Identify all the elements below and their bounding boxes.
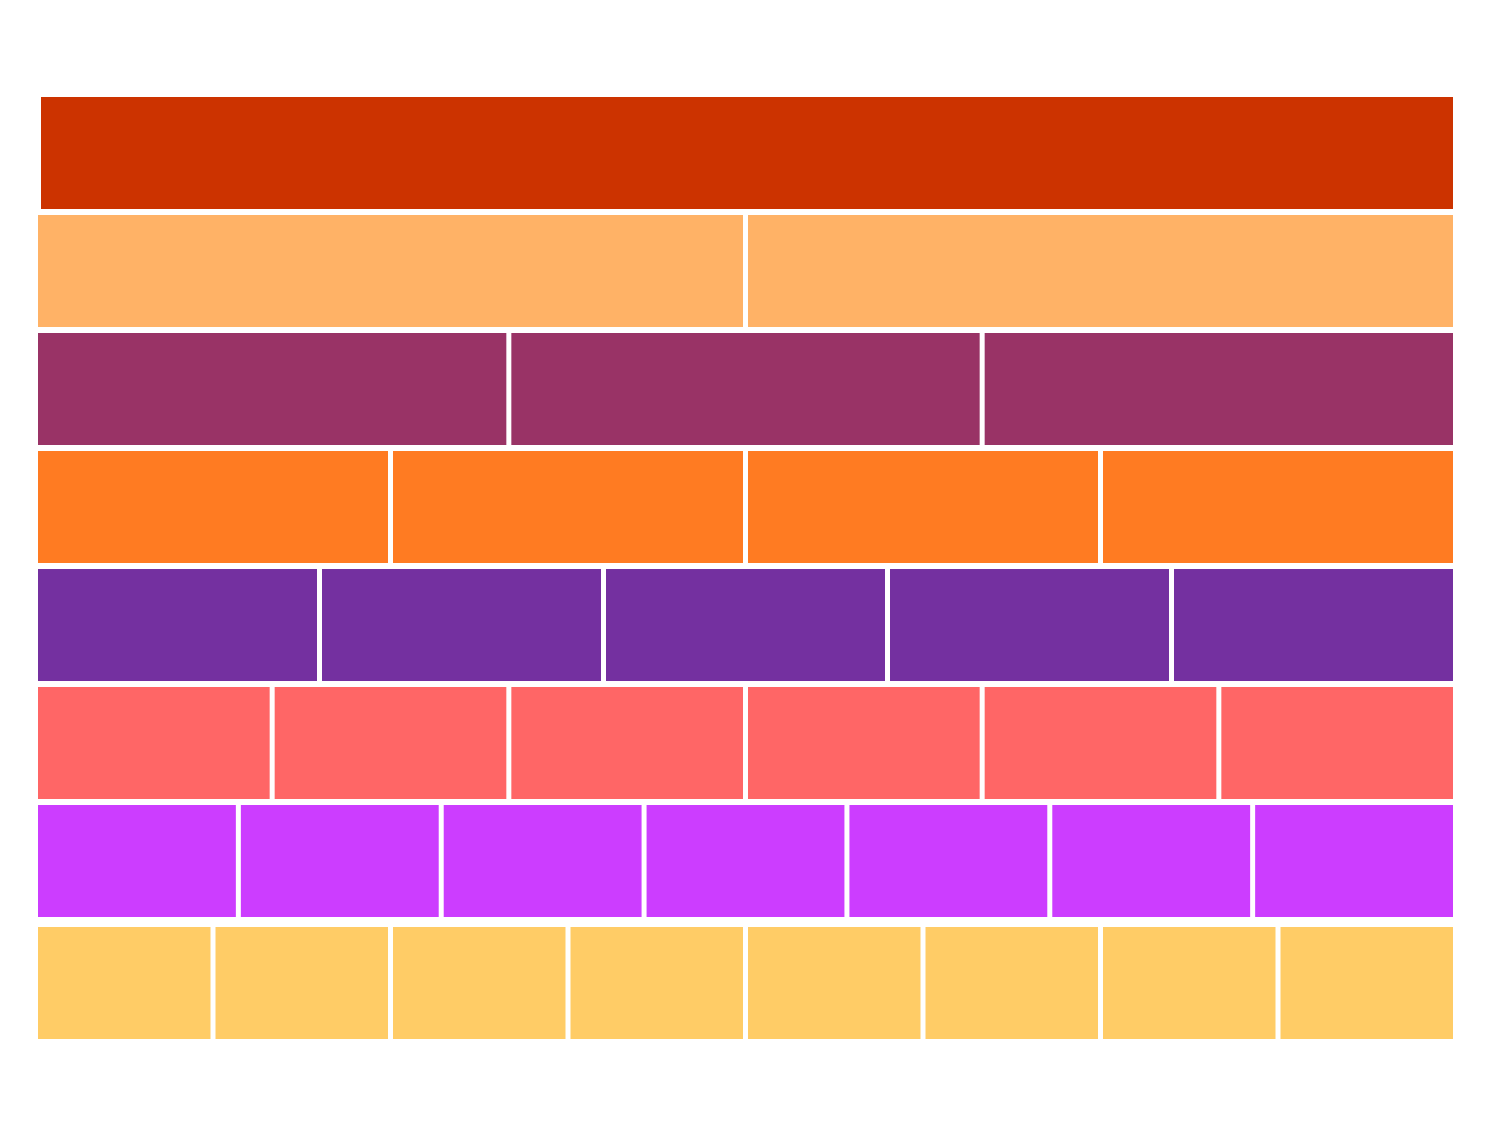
fraction-block bbox=[748, 927, 921, 1039]
fraction-block bbox=[38, 451, 388, 563]
fraction-block bbox=[1103, 451, 1453, 563]
fraction-block bbox=[748, 687, 980, 799]
fraction-block bbox=[890, 569, 1169, 681]
fraction-block bbox=[748, 451, 1098, 563]
fraction-block bbox=[511, 333, 980, 445]
fraction-block bbox=[984, 333, 1453, 445]
fraction-block bbox=[849, 805, 1048, 917]
fraction-block bbox=[38, 333, 507, 445]
fraction-block bbox=[393, 927, 566, 1039]
fraction-block bbox=[984, 687, 1217, 799]
fraction-block bbox=[322, 569, 601, 681]
fraction-block bbox=[1255, 805, 1453, 917]
fraction-block bbox=[748, 215, 1453, 327]
fraction-block bbox=[1221, 687, 1453, 799]
fraction-block bbox=[1052, 805, 1251, 917]
fraction-block bbox=[511, 687, 743, 799]
fraction-block bbox=[1174, 569, 1453, 681]
fraction-block bbox=[393, 451, 743, 563]
fraction-block bbox=[646, 805, 845, 917]
fraction-block bbox=[925, 927, 1098, 1039]
fraction-block bbox=[274, 687, 507, 799]
fraction-block bbox=[38, 927, 211, 1039]
fraction-block bbox=[215, 927, 388, 1039]
fraction-block bbox=[443, 805, 642, 917]
fraction-block bbox=[1103, 927, 1276, 1039]
fraction-block bbox=[240, 805, 439, 917]
fraction-block bbox=[38, 805, 236, 917]
fraction-block bbox=[38, 687, 270, 799]
fraction-block bbox=[38, 215, 743, 327]
fraction-block bbox=[38, 569, 317, 681]
fraction-block bbox=[1280, 927, 1453, 1039]
fraction-block bbox=[41, 97, 1453, 209]
fraction-block bbox=[606, 569, 885, 681]
fraction-block bbox=[570, 927, 743, 1039]
